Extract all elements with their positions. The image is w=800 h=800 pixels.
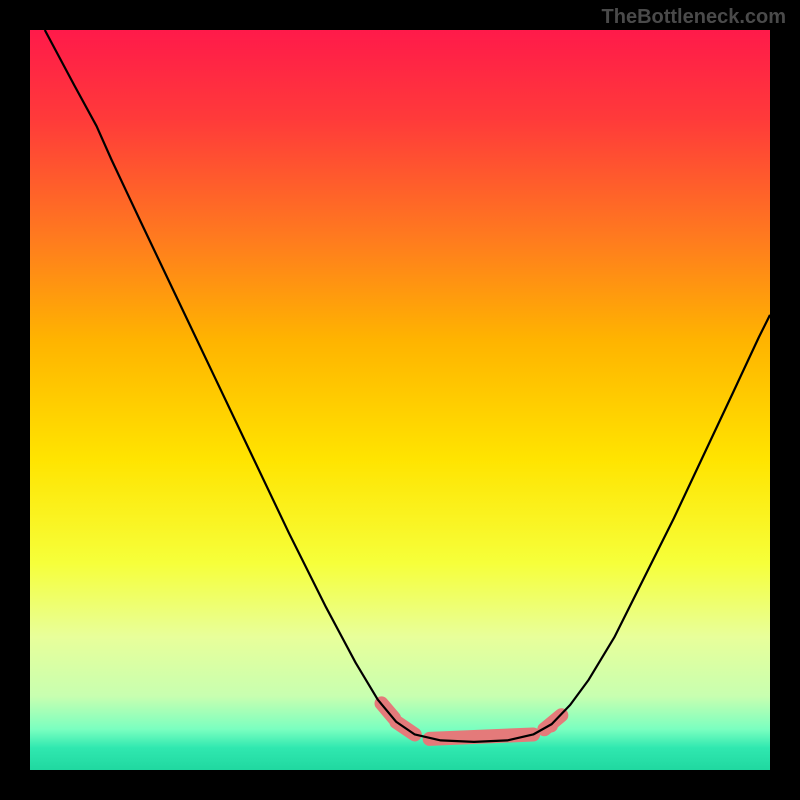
plot-area <box>30 30 770 770</box>
bottleneck-curve <box>45 30 770 742</box>
watermark-text: TheBottleneck.com <box>602 6 786 29</box>
chart-overlay <box>30 30 770 770</box>
